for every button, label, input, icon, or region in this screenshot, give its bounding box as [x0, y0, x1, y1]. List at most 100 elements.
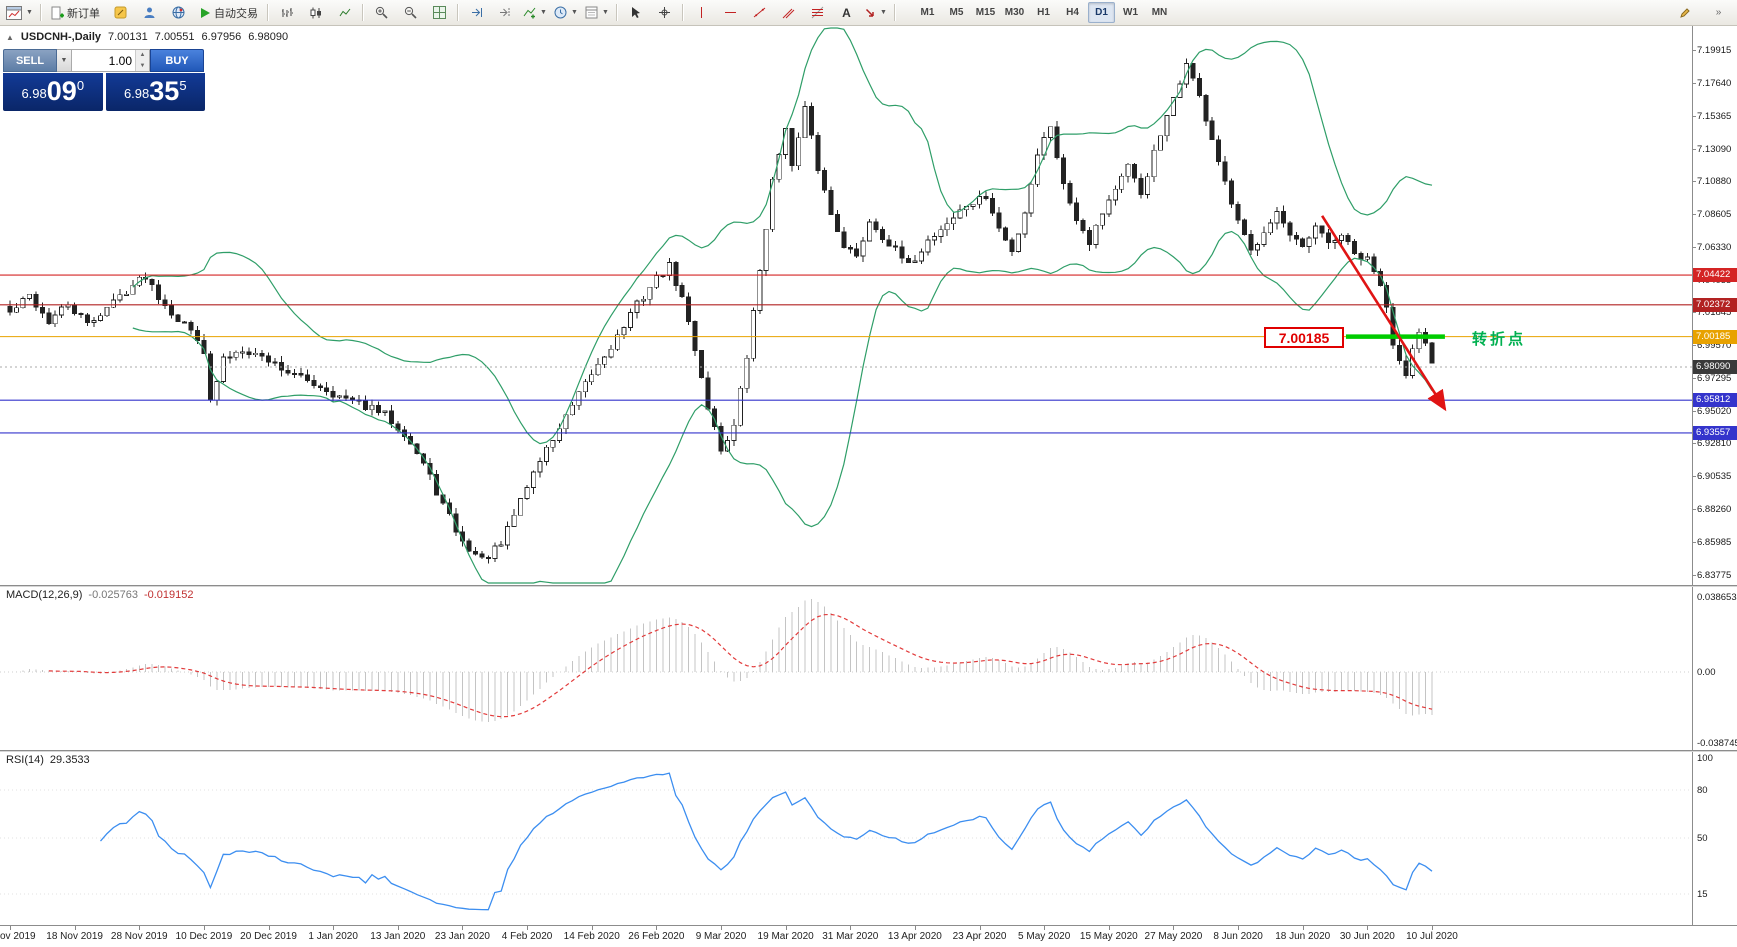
date-axis-tick	[397, 926, 399, 930]
rsi-canvas[interactable]	[0, 752, 1692, 925]
templates-button[interactable]: ▼	[582, 1, 613, 24]
price-axis-label: 7.17640	[1697, 77, 1732, 89]
trendline-button[interactable]	[745, 1, 774, 24]
date-axis-label: 28 Nov 2019	[110, 931, 168, 942]
buy-price-sup: 5	[179, 78, 187, 93]
fibonacci-button[interactable]	[803, 1, 832, 24]
ohlc-open: 7.00131	[108, 31, 148, 43]
zoom-in-button[interactable]	[367, 1, 396, 24]
sell-price-display[interactable]: 6.98 09 0	[3, 73, 103, 111]
price-axis-tick	[1692, 115, 1696, 117]
buy-price-display[interactable]: 6.98 35 5	[105, 73, 205, 111]
candlestick-chart-button[interactable]	[301, 1, 330, 24]
price-axis-tick	[1692, 148, 1696, 150]
date-axis-label: 23 Jan 2020	[434, 931, 490, 942]
price-axis-tick	[1692, 378, 1696, 380]
date-axis-tick	[785, 926, 787, 930]
indicators-button[interactable]: ▼	[520, 1, 551, 24]
market-watch-button[interactable]	[164, 1, 193, 24]
zoom-out-button[interactable]	[396, 1, 425, 24]
step-down-icon[interactable]: ▼	[136, 60, 149, 71]
navigator-icon	[144, 7, 155, 18]
tile-windows-button[interactable]	[425, 1, 454, 24]
indicators-icon	[523, 7, 536, 19]
edit-pencil-icon	[1679, 7, 1690, 18]
autotrading-button[interactable]: 自动交易	[193, 1, 264, 24]
sell-button[interactable]: SELL	[3, 49, 57, 72]
horizontal-line-icon	[725, 12, 736, 13]
price-axis-tick	[1692, 443, 1696, 445]
timeframe-w1-button[interactable]: W1	[1123, 7, 1138, 18]
price-axis-tick	[1692, 509, 1696, 511]
date-axis-tick	[10, 926, 11, 930]
step-up-icon[interactable]: ▲	[136, 50, 149, 61]
vertical-line-button[interactable]	[687, 1, 716, 24]
bar-chart-button[interactable]	[272, 1, 301, 24]
price-chart-canvas[interactable]	[0, 26, 1692, 585]
trendline-icon	[753, 7, 766, 18]
date-axis-label: 26 Feb 2020	[628, 931, 685, 942]
auto-scroll-icon	[472, 8, 482, 17]
channel-button[interactable]	[774, 1, 803, 24]
periods-button[interactable]: ▼	[551, 1, 582, 24]
date-axis-tick	[139, 926, 141, 930]
lot-preset-caret[interactable]: ▼	[57, 49, 72, 72]
overflow-chevron-icon: »	[1715, 7, 1722, 18]
timeframe-m15-button[interactable]: M15	[975, 7, 996, 18]
date-axis-tick	[1302, 926, 1304, 930]
sell-price-sup: 0	[76, 78, 85, 93]
new-order-button[interactable]: 新订单	[45, 1, 106, 24]
text-tool-button[interactable]: A	[832, 1, 861, 24]
panel-separator-macd[interactable]	[0, 585, 1737, 587]
chart-symbol-period: USDCNH-,Daily	[20, 31, 101, 43]
timeframe-m5-button[interactable]: M5	[949, 7, 964, 18]
arrows-tool-icon	[865, 8, 874, 17]
auto-scroll-button[interactable]	[462, 1, 491, 24]
toolbar-separator	[894, 4, 896, 21]
rsi-axis-label: 100	[1697, 753, 1713, 764]
turning-point-label[interactable]: 转折点	[1472, 331, 1527, 348]
crosshair-button[interactable]	[650, 1, 679, 24]
macd-canvas[interactable]	[0, 587, 1692, 750]
lot-size-stepper[interactable]: ▲ ▼	[135, 50, 149, 71]
price-axis-label: 7.19915	[1697, 44, 1732, 56]
line-chart-button[interactable]	[330, 1, 359, 24]
navigator-button[interactable]	[135, 1, 164, 24]
new-chart-icon	[6, 5, 22, 20]
chart-shift-button[interactable]	[491, 1, 520, 24]
edit-pencil-button[interactable]	[1670, 1, 1699, 24]
date-axis-label: 8 Jun 2020	[1213, 931, 1263, 942]
date-axis-tick	[656, 926, 658, 930]
date-axis-label: 15 May 2020	[1079, 931, 1138, 942]
lot-size-input[interactable]	[72, 50, 135, 71]
arrows-tool-button[interactable]: ▼	[861, 1, 891, 24]
chart-collapse-icon[interactable]: ▲	[6, 32, 14, 42]
timeframe-m1-button[interactable]: M1	[920, 7, 935, 18]
date-axis-tick	[1238, 926, 1240, 930]
date-axis-label: 27 May 2020	[1144, 931, 1203, 942]
rsi-axis-label: 15	[1697, 889, 1708, 900]
price-axis-label: 6.95020	[1697, 406, 1732, 418]
date-axis[interactable]: 5 Nov 2019 18 Nov 2019 28 Nov 2019 10 Dec 2…	[0, 925, 1737, 947]
ohlc-low: 6.97956	[201, 31, 242, 43]
timeframe-d1-button[interactable]: D1	[1088, 2, 1115, 23]
timeframe-m30-button[interactable]: M30	[1004, 7, 1025, 18]
pivot-price-label[interactable]: 7.00185	[1264, 327, 1344, 348]
price-badge: 6.93557	[1693, 425, 1737, 440]
date-axis-tick	[462, 926, 464, 930]
panel-separator-rsi[interactable]	[0, 750, 1737, 752]
toolbar-overflow-button[interactable]: »	[1704, 1, 1733, 24]
timeframe-h4-button[interactable]: H4	[1066, 7, 1079, 18]
new-chart-button[interactable]: ▼	[3, 1, 37, 24]
price-axis-label: 6.90535	[1697, 471, 1732, 483]
zoom-out-icon	[404, 6, 417, 19]
metaeditor-button[interactable]	[106, 1, 135, 24]
buy-button[interactable]: BUY	[150, 49, 204, 72]
date-axis-label: 4 Feb 2020	[501, 931, 553, 942]
timeframe-mn-button[interactable]: MN	[1151, 7, 1168, 18]
vertical-line-icon	[701, 7, 702, 18]
horizontal-line-button[interactable]	[716, 1, 745, 24]
timeframe-h1-button[interactable]: H1	[1037, 7, 1050, 18]
cursor-button[interactable]	[621, 1, 650, 24]
